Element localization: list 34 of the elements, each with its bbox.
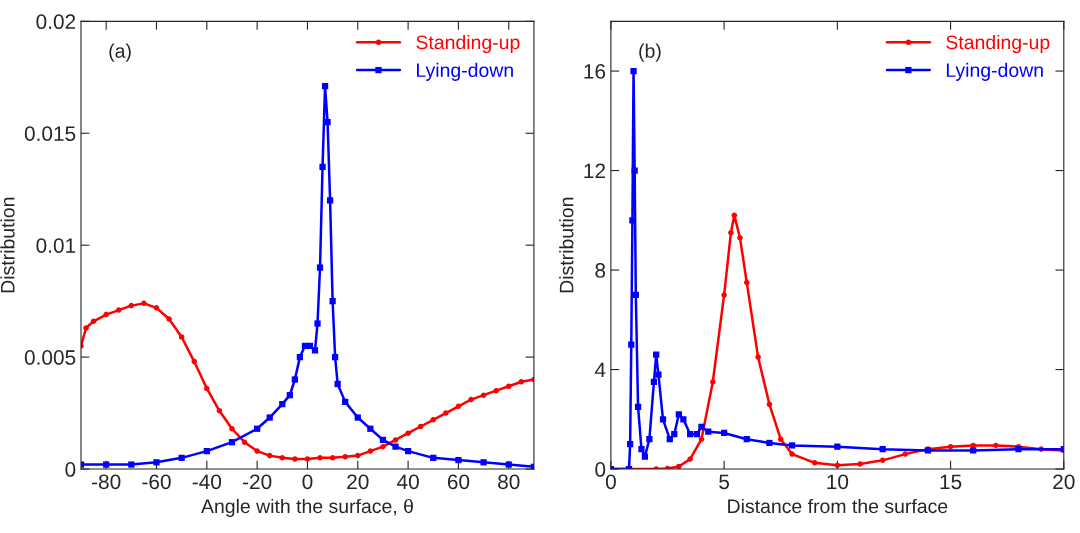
x-tick-label: 80 <box>498 474 520 490</box>
x-tick-label: -40 <box>192 474 222 490</box>
y-axis-title: Distribution <box>559 197 574 293</box>
y-tick-label: 0.015 <box>24 126 76 141</box>
y-tick-label: 16 <box>584 64 606 79</box>
x-tick-label: -80 <box>92 474 121 490</box>
x-tick-label: 60 <box>447 474 470 490</box>
y-tick-label: 0.005 <box>24 350 76 365</box>
y-tick-label: 12 <box>584 163 605 179</box>
legend-label: Lying-down <box>417 62 513 81</box>
y-tick-label: 0 <box>65 462 76 477</box>
x-tick-label: 0 <box>605 474 616 490</box>
legend-label: Standing-up <box>946 34 1050 54</box>
annotation: (a) <box>109 43 131 62</box>
y-tick-label: 8 <box>595 263 606 278</box>
y-tick-label: 0 <box>595 462 606 477</box>
legend-label: Standing-up <box>416 34 520 54</box>
x-tick-label: 10 <box>827 474 849 490</box>
x-axis-title: Distance from the surface <box>728 498 948 514</box>
annotation: (b) <box>639 43 661 62</box>
x-tick-label: -60 <box>142 474 171 490</box>
y-tick-label: 0.02 <box>36 14 76 30</box>
x-tick-label: 40 <box>396 474 419 490</box>
x-tick-label: -20 <box>243 474 272 490</box>
y-tick-label: 0.01 <box>36 238 76 253</box>
x-tick-label: 20 <box>347 474 369 490</box>
x-tick-label: 0 <box>302 474 313 490</box>
legend-label: Lying-down <box>946 62 1043 81</box>
y-tick-label: 4 <box>594 362 606 378</box>
x-tick-label: 15 <box>940 474 962 490</box>
y-axis-title: Distribution <box>0 197 15 293</box>
x-tick-label: 20 <box>1053 474 1075 490</box>
x-tick-label: 5 <box>719 474 730 490</box>
x-axis-title: Angle with the surface, θ <box>201 498 413 517</box>
